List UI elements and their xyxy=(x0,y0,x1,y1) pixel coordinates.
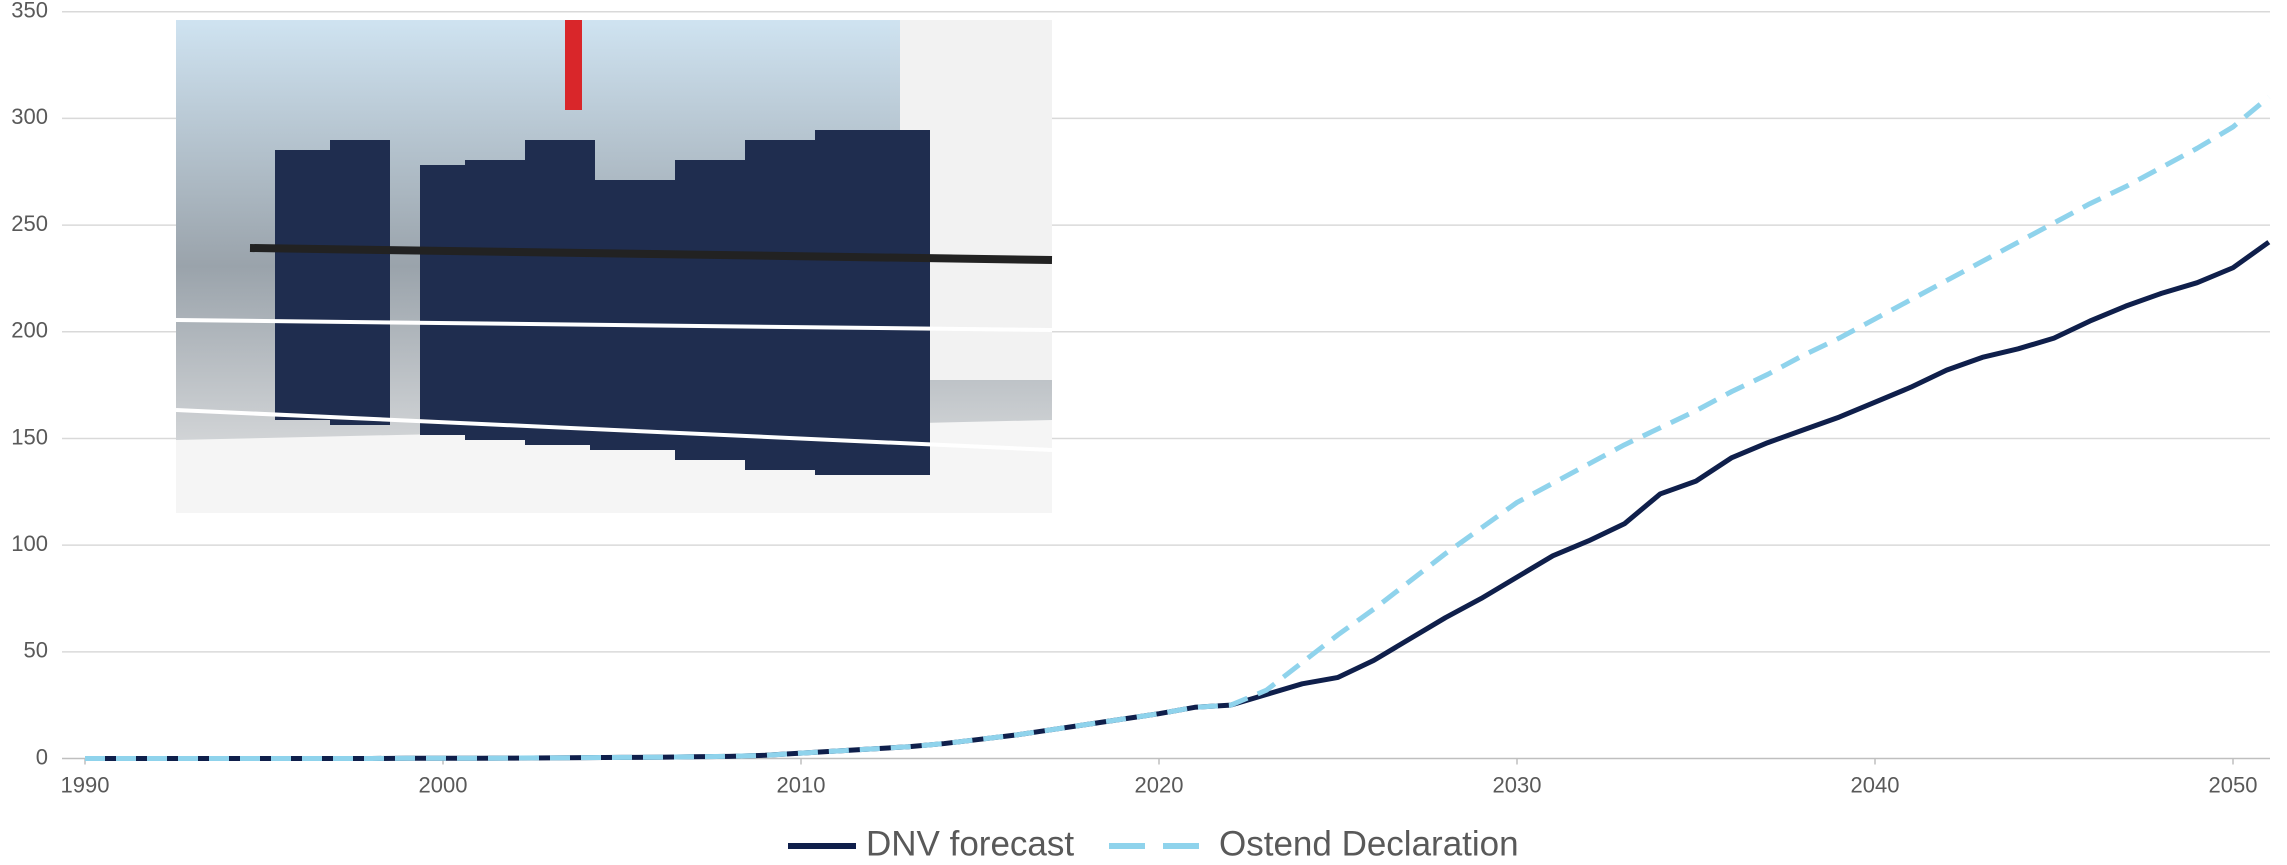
legend: DNV forecast Ostend Declaration xyxy=(788,824,1519,863)
x-tick-label: 2010 xyxy=(777,772,826,797)
data-line xyxy=(85,95,2271,761)
y-tick-label: 300 xyxy=(11,104,48,129)
x-tick-label: 2020 xyxy=(1135,772,1184,797)
y-tick-label: 200 xyxy=(11,318,48,343)
x-tick-label: 2040 xyxy=(1851,772,1900,797)
x-tick-label: 2000 xyxy=(419,772,468,797)
y-tick-label: 150 xyxy=(11,424,48,449)
y-tick-label: 50 xyxy=(24,638,48,663)
legend-label: Ostend Declaration xyxy=(1219,824,1519,863)
y-tick-label: 100 xyxy=(11,531,48,556)
x-tick-label: 1990 xyxy=(61,772,110,797)
y-tick-label: 0 xyxy=(36,744,48,769)
x-tick-label: 2050 xyxy=(2209,772,2258,797)
y-tick-label: 350 xyxy=(11,0,48,23)
y-tick-label: 250 xyxy=(11,211,48,236)
legend-label: DNV forecast xyxy=(866,824,1074,863)
photo xyxy=(175,20,1053,513)
plot xyxy=(85,95,2271,761)
x-tick-label: 2030 xyxy=(1493,772,1542,797)
